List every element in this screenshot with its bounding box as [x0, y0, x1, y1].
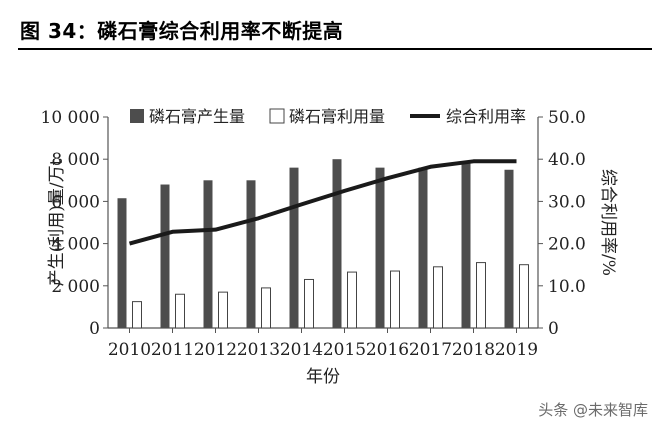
left-tick-label: 2 000: [51, 277, 100, 297]
x-tick-label: 2017: [409, 340, 452, 360]
bar-utilization: [175, 293, 185, 329]
right-tick-label: 40.0: [548, 150, 586, 170]
bar-production: [418, 167, 428, 328]
right-tick-label: 10.0: [548, 277, 586, 297]
bar-utilization: [433, 266, 443, 329]
legend-swatch-production: [130, 109, 144, 123]
left-tick-label: 6 000: [51, 192, 100, 212]
bar-utilization: [218, 291, 228, 329]
chart-svg: 0 2 000 4 000 6 000 8 000 10 000 0 10.0 20.0 30.0…: [41, 107, 618, 387]
legend-swatch-utilization: [269, 108, 285, 124]
x-tick-label: 2018: [452, 340, 495, 360]
left-tick-label: 0: [89, 319, 100, 339]
right-tick-label: 30.0: [548, 192, 586, 212]
right-tick-label: 20.0: [548, 235, 586, 255]
title-underline: [18, 48, 652, 50]
bar-utilization: [132, 301, 142, 329]
left-axis-title: 产生(利用)量/万t: [47, 158, 67, 286]
figure-header: 图 34：磷石膏综合利用率不断提高: [18, 10, 652, 46]
right-tick-label: 50.0: [548, 108, 586, 128]
left-tick-label: 8 000: [51, 150, 100, 170]
bar-production: [117, 198, 127, 328]
bar-utilization: [347, 271, 357, 329]
legend-label-utilization: 磷石膏利用量: [289, 107, 385, 126]
watermark: 头条 @未来智库: [538, 401, 648, 419]
bar-production: [203, 180, 213, 328]
bar-production: [375, 167, 385, 328]
figure-title: 图 34：磷石膏综合利用率不断提高: [20, 19, 344, 43]
bar-utilization: [390, 270, 400, 329]
legend-label-production: 磷石膏产生量: [149, 107, 245, 126]
bar-utilization: [304, 278, 314, 329]
bar-utilization: [476, 262, 486, 329]
legend-label-rate: 综合利用率: [446, 107, 526, 126]
bar-production: [332, 159, 342, 328]
bar-production: [160, 184, 170, 328]
left-tick-label: 10 000: [41, 108, 100, 128]
x-tick-label: 2019: [495, 340, 538, 360]
x-tick-label: 2016: [366, 340, 409, 360]
chart-container: 0 2 000 4 000 6 000 8 000 10 000 0 10.0 20.0 30.0…: [0, 50, 670, 430]
bar-production: [246, 180, 256, 328]
x-tick-label: 2013: [237, 340, 280, 360]
right-tick-label: 0: [548, 319, 559, 339]
x-tick-label: 2010: [108, 340, 151, 360]
x-axis-title: 年份: [306, 367, 340, 387]
bar-production: [504, 169, 514, 328]
bar-utilization: [519, 264, 529, 329]
bar-production: [461, 161, 471, 328]
bar-production: [289, 167, 299, 328]
line-utilization-rate: [128, 159, 517, 246]
left-tick-label: 4 000: [51, 235, 100, 255]
x-tick-label: 2014: [280, 340, 323, 360]
x-tick-label: 2015: [323, 340, 366, 360]
bar-utilization: [261, 287, 271, 329]
x-tick-label: 2012: [194, 340, 237, 360]
x-tick-label: 2011: [151, 340, 194, 360]
right-axis-title: 综合利用率/%: [598, 169, 618, 276]
